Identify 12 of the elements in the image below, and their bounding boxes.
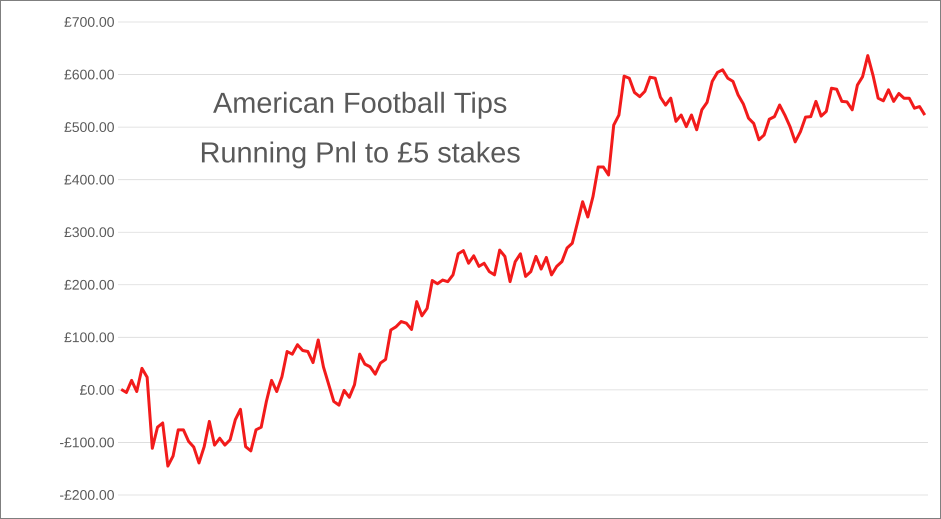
y-tick-label: -£200.00 (60, 490, 114, 500)
y-tick-label: £200.00 (64, 280, 114, 290)
y-tick-label: £100.00 (64, 332, 114, 342)
y-tick-label: £500.00 (64, 122, 114, 132)
y-tick-label: £700.00 (64, 17, 114, 27)
y-tick-label: £600.00 (64, 70, 114, 80)
text: American Football Tips (213, 92, 506, 119)
text: Running Pnl to £5 stakes (202, 141, 520, 168)
y-tick-label: £400.00 (64, 174, 114, 185)
y-tick-label: £300.00 (64, 227, 114, 238)
y-tick-label: £0.00 (80, 384, 114, 395)
y-tick-label: -£100.00 (60, 437, 114, 448)
